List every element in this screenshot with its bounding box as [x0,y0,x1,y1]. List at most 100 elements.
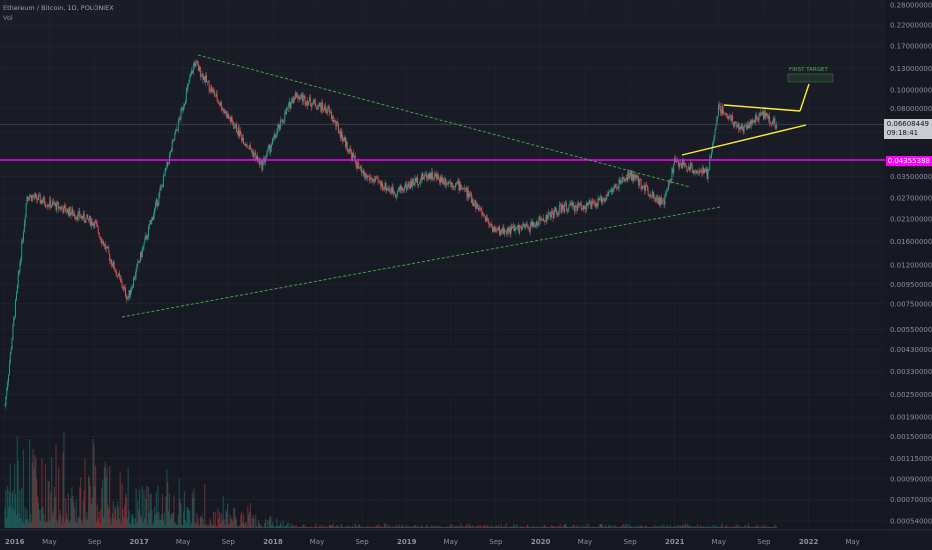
candle-body [604,198,606,202]
volume-bar [65,513,68,528]
volume-bar [465,524,467,528]
volume-bar [477,524,479,528]
candle-body [485,217,487,222]
time-axis[interactable]: 2016 May Sep 2017 May Sep 2018 May Sep 2019 May Sep… [0,529,932,546]
candle-body [195,61,197,67]
volume-bar [446,526,449,528]
volume-bar [391,526,393,528]
volume-bar [668,527,670,528]
candle-body [186,87,188,92]
candle-body [225,111,227,114]
symbol-label[interactable]: Ethereum / Bitcoin, 1D, POLONIEX [3,4,114,12]
volume-bar [87,475,90,528]
candle-body [544,221,546,222]
candle-body [503,227,505,235]
volume-bar [434,527,436,528]
candle-body [405,183,407,190]
volume-bar [65,498,67,528]
candle-body [248,148,250,149]
volume-bar [680,525,682,528]
candle-body [323,109,324,111]
candle-body [397,188,399,191]
candle-body [594,202,595,204]
volume-label[interactable]: Vol [3,14,13,22]
candle-body [572,202,574,207]
candle-body [68,207,70,216]
candle-body [575,205,577,208]
volume-bar [716,525,718,528]
volume-bar [167,481,169,528]
volume-bar [379,527,381,528]
volume-bar [535,527,538,528]
candle-body [208,81,210,91]
volume-bar [770,526,772,528]
candle-body [583,205,585,209]
volume-bar [620,525,622,528]
volume-bar [475,526,478,528]
volume-bar [725,525,728,528]
volume-bar [351,525,354,528]
candle-body [526,224,528,226]
volume-bar [742,527,744,528]
candle-body [315,102,317,107]
candle-body [624,180,626,182]
volume-bar [144,518,146,528]
candle-body [691,165,693,171]
candle-body [451,182,453,187]
volume-bar [258,522,260,528]
candle-body [764,111,766,118]
candle-body [737,123,739,127]
volume-bar [636,527,638,528]
volume-bar [76,523,78,528]
candle-body [425,174,427,175]
candle-body [594,203,596,207]
candle-body [572,202,573,206]
price-candles [4,59,778,409]
candle-body [508,228,510,232]
volume-bar [588,527,590,528]
volume-bar [329,524,331,528]
volume-bar [36,478,38,528]
volume-bar [305,525,307,528]
candle-body [581,209,583,211]
candle-body [586,202,588,210]
candle-body [578,202,580,206]
candle-body [560,205,562,213]
candle-body [342,138,344,141]
candle-body [527,225,529,227]
volume-bar [105,477,107,528]
volume-bar [99,523,101,528]
volume-bar [515,526,517,528]
volume-bar [733,526,735,528]
volume-bar [657,527,659,528]
volume-bar [219,524,222,528]
candle-body [124,287,126,289]
volume-bar [240,514,242,528]
candle-body [717,115,719,119]
candle-body [479,207,481,209]
candle-body [671,168,673,180]
candle-body [505,230,507,232]
volume-bar [37,502,40,528]
candle-body [354,155,356,161]
candle-body [322,102,324,110]
volume-bar [667,527,669,528]
price-axis[interactable]: 0.280000000.220000000.170000000.13000000… [885,0,932,550]
candle-body [200,75,202,77]
volume-bar [127,468,129,528]
volume-bar [576,526,578,528]
candle-body [156,199,158,206]
volume-bar [682,524,684,528]
volume-bar [358,524,360,528]
candle-body [328,106,330,109]
volume-bar [726,527,728,528]
time-tick-label: Sep [623,538,637,546]
candle-body [335,120,337,127]
candle-body [559,204,561,206]
candle-body [483,213,485,215]
volume-bar [688,527,691,528]
candle-body [458,180,460,191]
volume-bar [466,525,468,528]
volume-bar [587,523,589,528]
